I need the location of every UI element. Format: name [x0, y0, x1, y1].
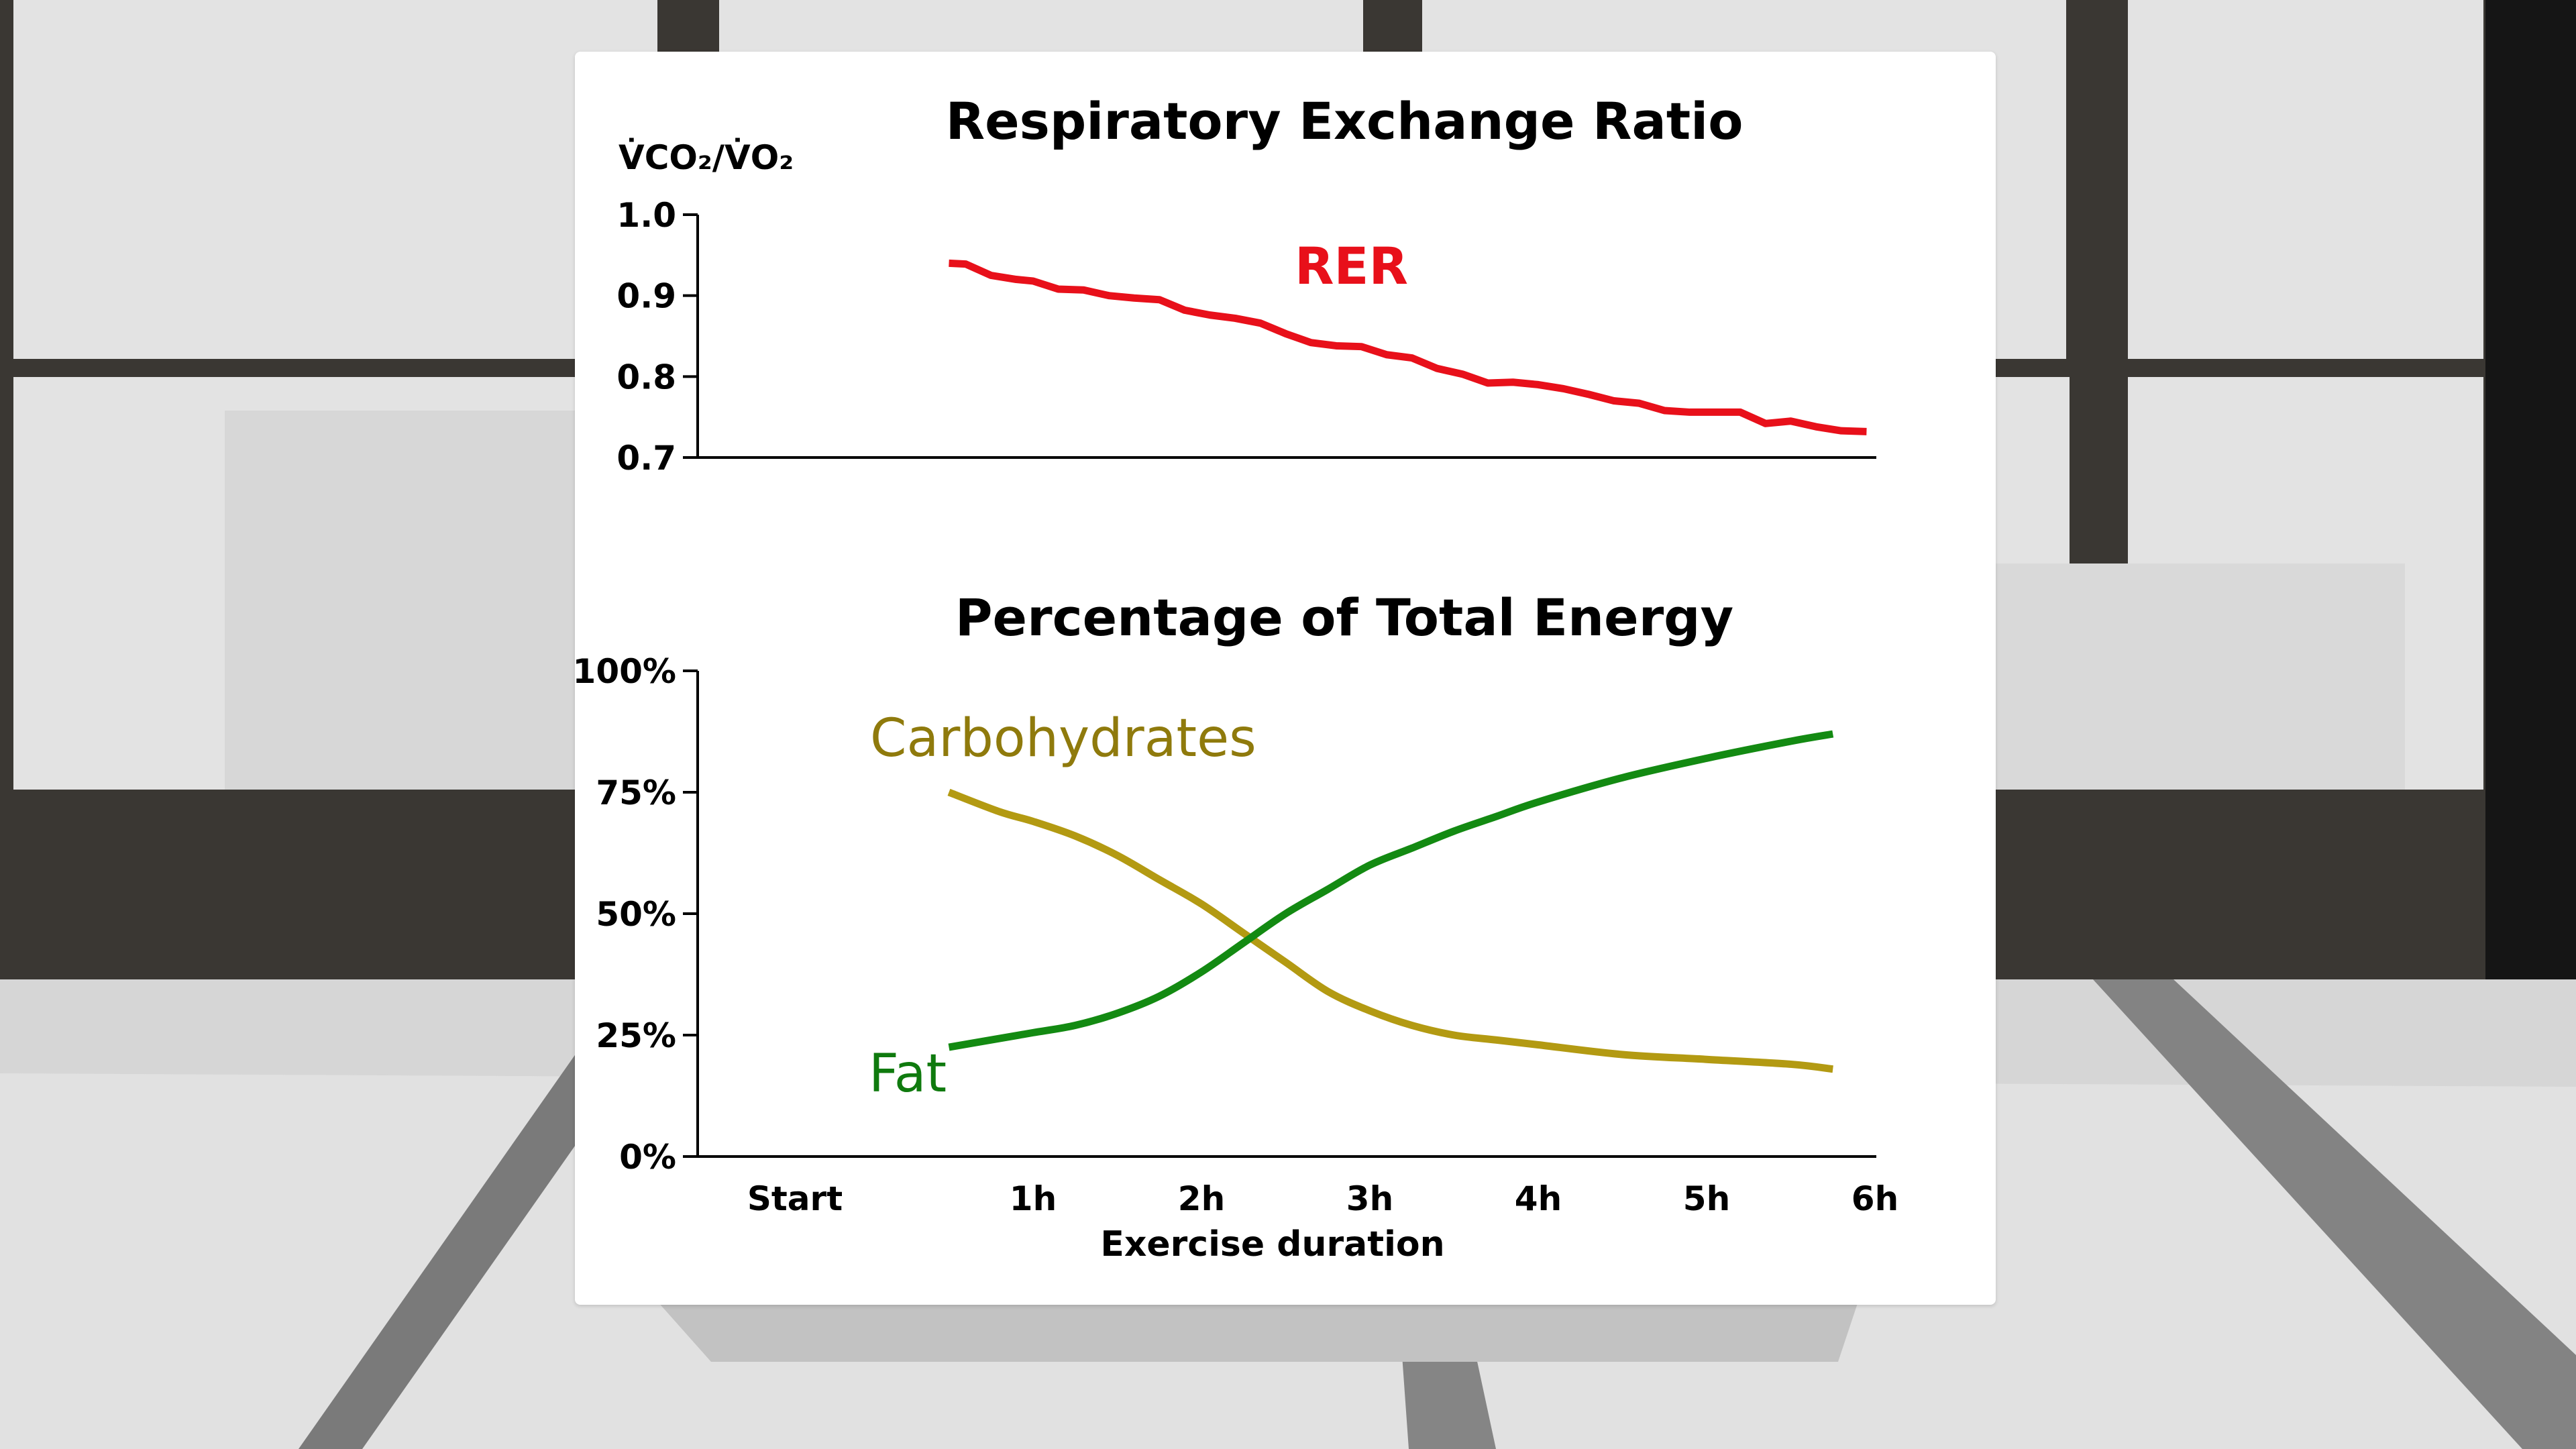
energy-y-tick-label: 0% [619, 1138, 676, 1177]
rer-y-tick-label: 0.7 [616, 439, 676, 478]
rer-y-tick-label: 0.8 [616, 358, 676, 396]
rer-y-tick-label: 1.0 [616, 196, 676, 235]
rer-y-tick-label: 0.9 [616, 277, 676, 316]
x-tick-label: 2h [1178, 1179, 1225, 1218]
x-tick-label: 4h [1515, 1179, 1562, 1218]
x-axis-label: Exercise duration [1100, 1224, 1444, 1265]
energy-y-tick-label: 50% [596, 895, 676, 934]
table-base [657, 1301, 1858, 1362]
energy-y-tick-label: 100% [575, 652, 676, 691]
pillar [2485, 0, 2576, 1127]
rer-series-label: RER [1295, 236, 1408, 296]
fat-series-label: Fat [869, 1044, 947, 1104]
floor-beam [299, 1033, 654, 1449]
x-tick-label: Start [747, 1179, 843, 1218]
energy-y-tick-label: 25% [596, 1016, 676, 1055]
carbohydrates-line [947, 788, 1833, 1073]
chart-canvas: Respiratory Exchange Ratio V̇CO₂/V̇O₂ 1.… [575, 91, 1898, 1265]
x-tick-label: 6h [1851, 1179, 1898, 1218]
x-tick-label: 1h [1010, 1179, 1057, 1218]
floor-beam [2093, 979, 2576, 1449]
window-inner-shade [1996, 564, 2405, 790]
carbohydrates-series-label: Carbohydrates [870, 708, 1256, 769]
energy-y-tick-label: 75% [596, 773, 676, 812]
window-pane [13, 0, 657, 359]
energy-axes: 100% 75% 50% 25% 0% Start 1h 2h 3h 4h 5h 6h [575, 652, 1898, 1218]
rer-axes: 1.0 0.9 0.8 0.7 [616, 196, 1876, 478]
rer-series: RER [949, 236, 1867, 435]
fat-line [948, 730, 1834, 1051]
window-pane [2128, 0, 2483, 359]
rer-chart-title: Respiratory Exchange Ratio [946, 91, 1743, 151]
energy-series: Carbohydrates Fat [869, 708, 1834, 1104]
energy-chart-title: Percentage of Total Energy [955, 588, 1733, 647]
rer-line [949, 259, 1867, 435]
x-tick-label: 5h [1683, 1179, 1730, 1218]
chart-card: Respiratory Exchange Ratio V̇CO₂/V̇O₂ 1.… [575, 52, 1996, 1305]
rer-y-axis-label: V̇CO₂/V̇O₂ [619, 138, 794, 177]
x-tick-label: 3h [1346, 1179, 1393, 1218]
